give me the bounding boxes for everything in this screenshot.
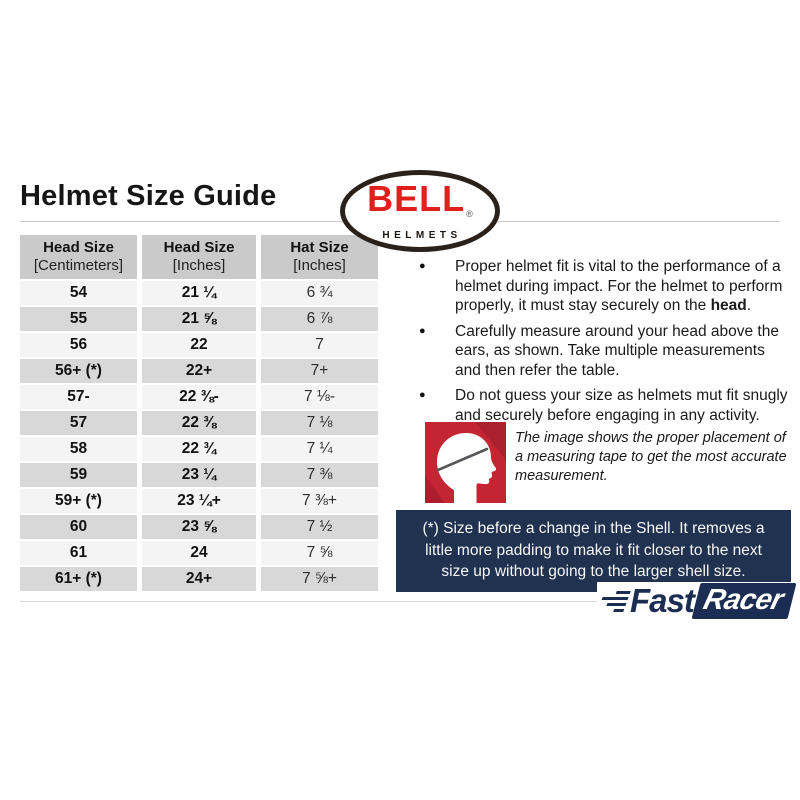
cell-hat-in: 7 ⅛- (261, 385, 378, 409)
cell-hat-in: 6 ⅞ (261, 307, 378, 331)
helmet-size-table: Head Size [Centimeters] Head Size [Inche… (15, 233, 383, 593)
list-item: ● Do not guess your size as helmets mut … (398, 386, 794, 425)
emphasized-word: head (710, 297, 747, 314)
list-item-text: Proper helmet fit is vital to the perfor… (455, 258, 783, 314)
fastracer-racer-text: Racer (700, 584, 787, 616)
table-row: 56+ (*) 22+ 7+ (20, 359, 378, 383)
list-item: ● Proper helmet fit is vital to the perf… (398, 257, 794, 316)
list-item-text: Do not guess your size as helmets mut fi… (455, 387, 788, 424)
cell-head-cm: 60 (20, 515, 137, 539)
cell-hat-in: 6 ¾ (261, 281, 378, 305)
page-title: Helmet Size Guide (20, 180, 277, 212)
cell-head-cm: 59 (20, 463, 137, 487)
table-row: 56 22 7 (20, 333, 378, 357)
cell-hat-in: 7+ (261, 359, 378, 383)
cell-head-in: 24 (142, 541, 256, 565)
cell-head-cm: 56 (20, 333, 137, 357)
cell-head-in: 22 ¾ (142, 437, 256, 461)
fastracer-logo: Fast Racer (597, 582, 797, 620)
column-header-head-size-cm: Head Size [Centimeters] (20, 235, 137, 279)
cell-head-in: 22 (142, 333, 256, 357)
table-row: 57- 22 ⅜- 7 ⅛- (20, 385, 378, 409)
figure-caption: The image shows the proper placement of … (515, 430, 787, 484)
cell-head-cm: 61+ (*) (20, 567, 137, 591)
bullet-icon: ● (419, 324, 426, 337)
shell-note-box: (*) Size before a change in the Shell. I… (396, 510, 791, 592)
cell-head-cm: 56+ (*) (20, 359, 137, 383)
cell-head-in: 22 ⅜ (142, 411, 256, 435)
table-row: 59+ (*) 23 ¼+ 7 ⅜+ (20, 489, 378, 513)
column-header-hat-size-in: Hat Size [Inches] (261, 235, 378, 279)
cell-hat-in: 7 ⅝+ (261, 567, 378, 591)
cell-hat-in: 7 ⅜+ (261, 489, 378, 513)
cell-head-cm: 54 (20, 281, 137, 305)
bullet-icon: ● (419, 389, 426, 401)
measuring-figure: The image shows the proper placement of … (425, 422, 791, 504)
fit-notes-list: ● Proper helmet fit is vital to the perf… (398, 257, 794, 431)
cell-head-cm: 59+ (*) (20, 489, 137, 513)
cell-hat-in: 7 ½ (261, 515, 378, 539)
cell-hat-in: 7 (261, 333, 378, 357)
column-header-head-size-in: Head Size [Inches] (142, 235, 256, 279)
list-item-text: Carefully measure around your head above… (455, 322, 779, 379)
cell-head-cm: 61 (20, 541, 137, 565)
cell-head-in: 23 ⅝ (142, 515, 256, 539)
head-measure-icon (425, 422, 506, 503)
table-row: 61 24 7 ⅝ (20, 541, 378, 565)
cell-hat-in: 7 ¼ (261, 437, 378, 461)
fastracer-racer-badge: Racer (691, 583, 797, 619)
cell-hat-in: 7 ⅛ (261, 411, 378, 435)
cell-hat-in: 7 ⅜ (261, 463, 378, 487)
registered-trademark-icon: ® (466, 209, 473, 219)
table-row: 61+ (*) 24+ 7 ⅝+ (20, 567, 378, 591)
speed-lines-icon (597, 590, 631, 612)
list-item: ● Carefully measure around your head abo… (398, 322, 794, 381)
cell-head-in: 24+ (142, 567, 256, 591)
bell-logo-text: BELL (367, 178, 466, 219)
bell-logo-wordmark: BELL® (345, 181, 495, 231)
cell-head-cm: 57 (20, 411, 137, 435)
cell-hat-in: 7 ⅝ (261, 541, 378, 565)
cell-head-in: 22 ⅜- (142, 385, 256, 409)
fastracer-fast-text: Fast (630, 582, 695, 619)
bell-helmets-logo: BELL® HELMETS (340, 170, 500, 252)
bell-logo-subtext: HELMETS (382, 230, 462, 241)
cell-head-cm: 58 (20, 437, 137, 461)
cell-head-in: 21 ⅝ (142, 307, 256, 331)
bullet-icon: ● (419, 260, 426, 272)
cell-head-cm: 57- (20, 385, 137, 409)
cell-head-in: 21 ¼ (142, 281, 256, 305)
cell-head-cm: 55 (20, 307, 137, 331)
bottom-divider (20, 601, 598, 602)
cell-head-in: 23 ¼+ (142, 489, 256, 513)
cell-head-in: 22+ (142, 359, 256, 383)
cell-head-in: 23 ¼ (142, 463, 256, 487)
table-header-row: Head Size [Centimeters] Head Size [Inche… (20, 235, 378, 279)
